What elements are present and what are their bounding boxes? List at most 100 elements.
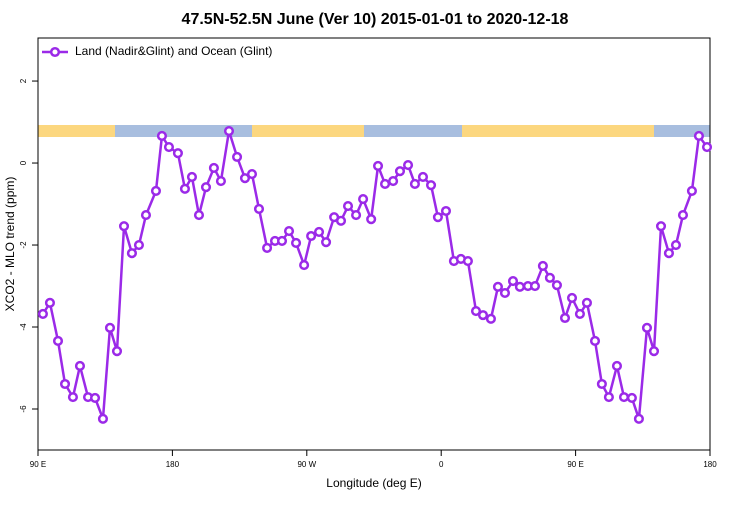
data-point [335,215,347,226]
data-point [246,169,258,180]
data-point [223,126,235,137]
data-point [648,346,660,357]
data-point [529,280,541,292]
data-point [492,281,503,292]
data-point [432,212,443,223]
data-point [559,312,571,324]
data-point [74,360,86,372]
x-tick-label: 0 [439,460,444,469]
data-point [626,392,637,403]
data-point [133,239,144,251]
y-tick-label: -2 [19,241,28,249]
data-point [618,392,630,403]
data-point [118,221,130,232]
data-point [551,280,562,291]
data-point [97,413,109,424]
data-point [425,180,437,191]
data-point [641,322,653,333]
data-point [663,248,674,259]
data-point [485,313,496,324]
chart-title: 47.5N-52.5N June (Ver 10) 2015-01-01 to … [182,11,569,28]
data-point [677,210,689,221]
land-ocean-band [38,125,710,137]
data-point [507,276,519,287]
data-point [290,237,302,249]
data-point [186,171,198,183]
data-point [200,182,212,193]
data-point [596,378,607,390]
legend-marker [49,46,61,58]
data-point [670,239,682,251]
land-strip [252,125,364,137]
data-point [208,162,219,174]
data-point [126,248,137,259]
data-point [388,176,399,187]
data-point [37,308,48,319]
data-point [440,205,452,217]
y-axis-label: XCO2 - MLO trend (ppm) [3,177,17,312]
data-point [342,201,354,212]
data-point [283,226,295,237]
y-tick-label: -4 [19,323,28,331]
data-point [380,178,391,189]
data-point [299,260,310,271]
data-point [655,221,667,232]
data-point [417,171,429,183]
data-point [574,308,585,319]
data-point [172,148,183,159]
data-point [693,130,704,142]
data-point [566,292,578,303]
y-tick-label: 2 [19,78,28,83]
data-point [462,255,473,267]
data-point [59,378,71,390]
data-point [156,130,167,142]
data-point [52,335,64,347]
data-point [321,237,332,248]
data-point [140,210,152,221]
data-point [358,194,369,205]
data-point [366,214,377,225]
data-point [701,141,713,153]
data-point [470,305,482,317]
data-point [603,392,614,403]
ocean-strip [364,125,462,137]
data-point [44,297,55,308]
data-point [262,242,273,253]
data-point [633,413,644,424]
data-point [179,183,190,194]
data-point [104,322,116,333]
x-tick-label: 180 [166,460,180,469]
y-tick-label: -6 [19,405,28,413]
land-strip [462,125,654,137]
x-axis-label: Longitude (deg E) [326,476,421,490]
x-tick-label: 90 E [30,460,46,469]
data-point [372,160,384,171]
data-point [499,287,511,299]
data-point [611,360,623,372]
data-point [276,235,288,246]
data-point [477,310,489,321]
data-point [581,297,592,308]
data-point [409,178,420,189]
data-point [89,392,101,403]
data-point [537,260,548,271]
data-point [544,272,555,283]
data-point [306,230,317,242]
data-point [394,166,406,177]
data-point [239,173,251,184]
x-tick-label: 90 E [567,460,583,469]
x-tick-label: 180 [703,460,717,469]
y-tick-label: 0 [19,160,28,165]
land-strip [38,125,115,137]
data-point [253,203,265,214]
data-point [215,176,226,187]
data-point [313,226,325,237]
data-point [193,210,205,221]
data-point [686,185,697,196]
data-point [163,141,175,153]
data-point [232,151,243,162]
data-point [111,346,123,357]
data-point [351,210,362,221]
